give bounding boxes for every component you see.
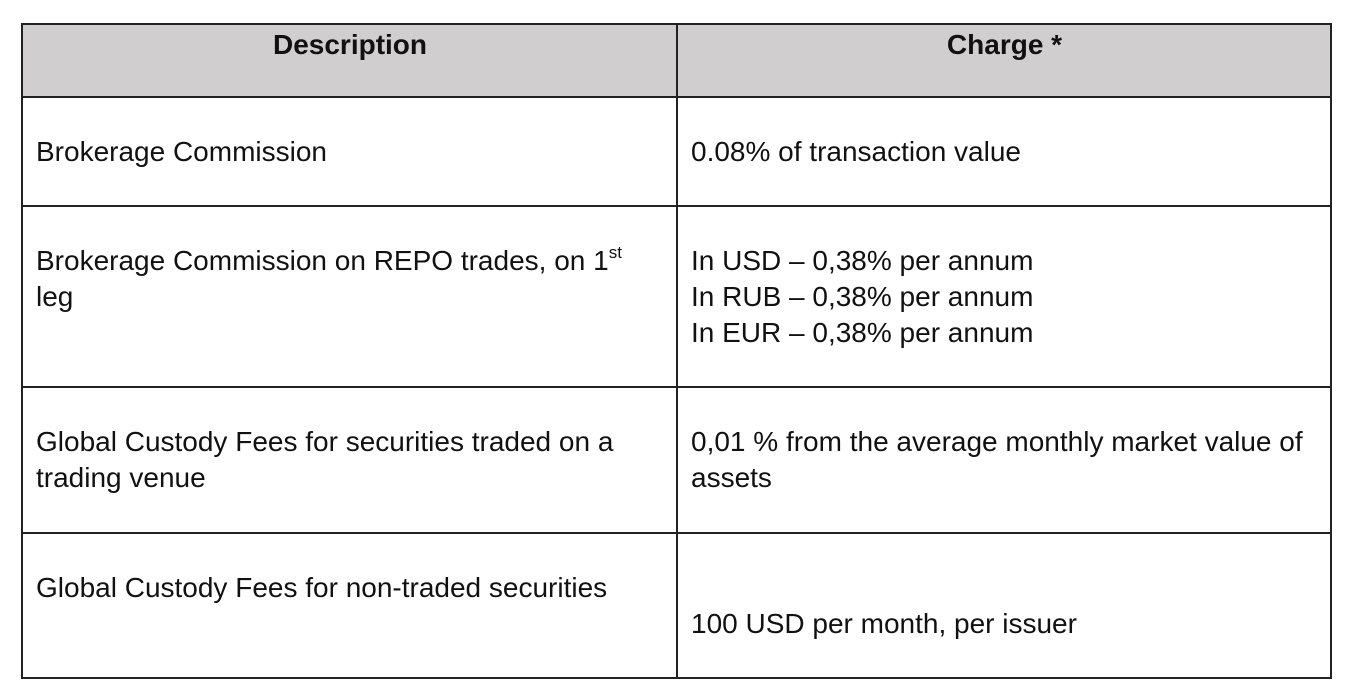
row: Brokerage Commission on REPO trades, on …: [21, 205, 1332, 388]
description-cell: Global Custody Fees for non-traded secur…: [21, 532, 678, 679]
charge-cell: 100 USD per month, per issuer: [676, 532, 1332, 679]
description-cell: Brokerage Commission on REPO trades, on …: [21, 205, 678, 388]
header-row: Description Charge *: [21, 23, 1332, 98]
charge: 0,01 % from the average monthly market v…: [691, 426, 1303, 493]
header-cell: Description: [21, 23, 678, 98]
description: Brokerage Commission: [36, 136, 327, 167]
description-cell: Brokerage Commission: [21, 96, 678, 207]
charge: 0.08% of transaction value: [691, 136, 1021, 167]
description-cell: Global Custody Fees for securities trade…: [21, 386, 678, 534]
charge-cell: 0.08% of transaction value: [676, 96, 1332, 207]
charge: 100 USD per month, per issuer: [691, 608, 1077, 639]
superscript: st: [608, 243, 622, 262]
description: Global Custody Fees for non-traded secur…: [36, 572, 608, 603]
row: Global Custody Fees for non-traded secur…: [21, 532, 1332, 679]
charge: In USD – 0,38% per annum: [691, 245, 1034, 276]
row: Brokerage Commission 0.08% of transactio…: [21, 96, 1332, 207]
charge: In EUR – 0,38% per annum: [691, 317, 1034, 348]
fee-table: Description Charge * Brokerage Commissio…: [21, 23, 1332, 679]
header-cell: Charge *: [676, 23, 1332, 98]
charge-cell: In USD – 0,38% per annum In RUB – 0,38% …: [676, 205, 1332, 388]
charge-cell: 0,01 % from the average monthly market v…: [676, 386, 1332, 534]
description: leg: [36, 281, 74, 312]
description: Global Custody Fees for securities trade…: [36, 426, 614, 493]
charge: In RUB – 0,38% per annum: [691, 281, 1034, 312]
description: Brokerage Commission on REPO trades, on …: [36, 245, 609, 276]
row: Global Custody Fees for securities trade…: [21, 386, 1332, 534]
